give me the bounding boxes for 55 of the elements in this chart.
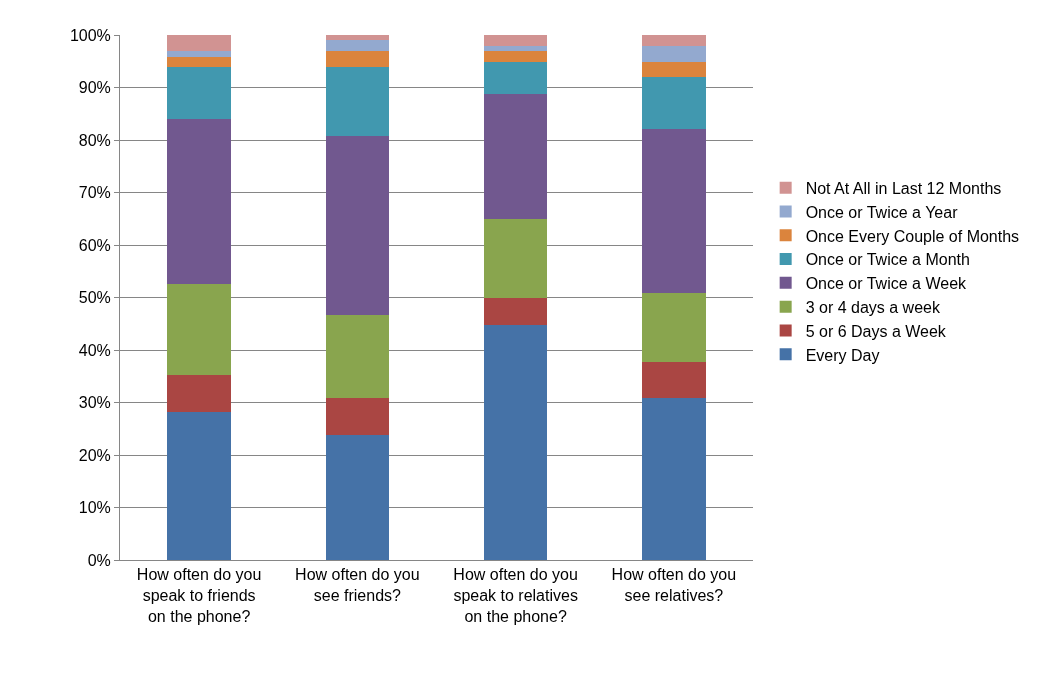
- legend-label: Once or Twice a Week: [805, 275, 968, 293]
- bar: [325, 398, 390, 436]
- y-tick-label: 50%: [78, 289, 111, 307]
- bar: [642, 362, 706, 399]
- bar: [642, 35, 706, 46]
- bar: [325, 66, 390, 136]
- x-tick-label: How often do you speak to friends on the phone?: [136, 566, 262, 625]
- bar: [167, 57, 231, 67]
- y-tick-label: 70%: [78, 184, 111, 202]
- legend-label: Not At All in Last 12 Months: [805, 179, 1002, 197]
- y-tick-label: 90%: [78, 79, 111, 97]
- y-tick-label: 10%: [78, 499, 111, 517]
- y-tick-label: 60%: [78, 236, 111, 254]
- legend-label: Every Day: [805, 346, 880, 364]
- bar: [642, 77, 706, 129]
- bar: [483, 50, 548, 63]
- bar: [642, 292, 706, 363]
- bar: [642, 62, 706, 77]
- bar: [325, 135, 390, 315]
- bar: [325, 39, 390, 51]
- y-tick-label: 0%: [87, 551, 111, 569]
- bar: [167, 375, 231, 412]
- legend-label: Once or Twice a Month: [805, 251, 970, 269]
- bar: [642, 128, 706, 293]
- bar: [483, 94, 548, 220]
- legend-label: 3 or 4 days a week: [805, 298, 941, 316]
- bar: [483, 219, 548, 298]
- bar: [167, 50, 231, 58]
- y-tick-label: 30%: [78, 394, 111, 412]
- bar: [325, 35, 390, 40]
- x-tick-label: How often do you speak to relatives on the phone?: [453, 566, 578, 625]
- y-tick-label: 20%: [78, 446, 111, 464]
- legend-label: Once Every Couple of Months: [805, 227, 1020, 245]
- bar: [325, 435, 390, 560]
- bar: [167, 411, 231, 560]
- bar: [483, 45, 548, 51]
- legend-label: 5 or 6 Days a Week: [805, 322, 947, 340]
- y-tick-label: 80%: [78, 131, 111, 149]
- bar: [167, 284, 231, 376]
- bar: [325, 50, 390, 67]
- bar: [483, 297, 548, 326]
- bar: [642, 45, 706, 63]
- x-tick-label: How often do you see relatives?: [611, 566, 737, 604]
- bar: [483, 35, 548, 46]
- bar: [325, 314, 390, 399]
- bar: [167, 66, 231, 119]
- bar: [167, 119, 231, 285]
- bar: [483, 62, 548, 95]
- bar: [642, 398, 706, 560]
- bar: [483, 325, 548, 560]
- bar: [167, 35, 231, 51]
- y-tick-label: 40%: [78, 341, 111, 359]
- x-tick-label: How often do you see friends?: [295, 566, 420, 604]
- legend-label: Once or Twice a Year: [805, 203, 959, 221]
- y-tick-label: 100%: [69, 26, 111, 44]
